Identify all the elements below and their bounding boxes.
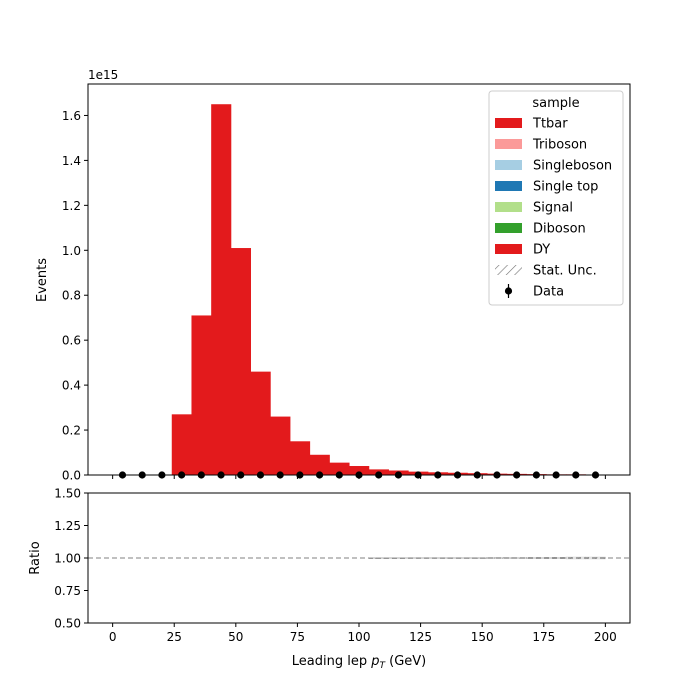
- stack-bars: [171, 104, 606, 476]
- bar-dy-11: [329, 462, 350, 475]
- x-tick-label: 0: [109, 630, 117, 644]
- ratio-y-tick-label: 1.00: [54, 552, 81, 566]
- stat-unc-segment: [526, 557, 547, 559]
- y-axis-label: Events: [35, 258, 50, 302]
- main-axes-frame: [87, 83, 631, 476]
- legend-label: Stat. Unc.: [533, 264, 597, 279]
- legend-label: Signal: [533, 201, 573, 216]
- ratio-y-axis-label: Ratio: [28, 541, 43, 574]
- legend-swatch: [495, 202, 522, 212]
- bar-dy-10: [309, 454, 330, 475]
- legend-box: [488, 90, 624, 306]
- x-tick-label: 25: [167, 630, 182, 644]
- stat-unc-segment: [368, 557, 389, 559]
- stat-unc-segment: [388, 557, 409, 559]
- legend-entry-single-top: Single top: [495, 180, 598, 195]
- legend-entry-data: Data: [504, 284, 564, 300]
- y-tick-label: 1.4: [62, 154, 81, 168]
- x-axis-label: Leading lep pT (GeV): [292, 654, 426, 671]
- legend-swatch: [495, 181, 522, 191]
- stat-unc-segment: [506, 557, 527, 559]
- x-tick-label: 150: [471, 630, 494, 644]
- y-tick-label: 0.0: [62, 469, 81, 483]
- y-tick-label: 1.0: [62, 244, 81, 258]
- stat-unc-segment: [467, 557, 488, 559]
- legend-label: Data: [533, 285, 564, 300]
- stat-unc-segment: [427, 557, 448, 559]
- ratio-y-tick-label: 1.50: [54, 487, 81, 501]
- y-tick-label: 0.4: [62, 379, 81, 393]
- bar-dy-6: [230, 248, 251, 475]
- legend-label: Ttbar: [532, 117, 568, 132]
- y-axis-ticks: 0.0 0.2 0.4 0.6 0.8 1.0 1.2 1.4 1.6: [62, 109, 88, 483]
- legend-marker: [504, 287, 513, 295]
- offset-text: 1e15: [88, 68, 118, 82]
- legend-entry-ttbar: Ttbar: [495, 117, 568, 132]
- x-tick-label: 175: [532, 630, 555, 644]
- stat-unc-segment: [486, 557, 508, 559]
- legend-swatch: [495, 118, 522, 128]
- ratio-y-tick-label: 0.75: [54, 584, 81, 598]
- legend-label: DY: [533, 243, 550, 258]
- stat-unc-segment: [546, 557, 567, 559]
- legend-entry-singleboson: Singleboson: [495, 159, 612, 174]
- ratio-y-tick-label: 1.25: [54, 519, 81, 533]
- legend-entry-stat-unc-: Stat. Unc.: [495, 264, 597, 279]
- ratio-axes-frame: [87, 492, 631, 624]
- legend-entry-triboson: Triboson: [495, 138, 587, 153]
- legend-title: sample: [532, 96, 579, 111]
- ratio-panel: 0.50 0.75 1.00 1.25 1.50 0 25 50 75 100 125 150 175…: [28, 487, 631, 671]
- bar-dy-12: [349, 466, 370, 475]
- y-tick-label: 1.6: [62, 109, 81, 123]
- stat-unc-segment: [447, 557, 468, 559]
- bar-dy-5: [211, 104, 232, 476]
- y-tick-label: 0.2: [62, 424, 81, 438]
- legend-swatch: [495, 223, 522, 233]
- stat-unc-segment: [585, 556, 606, 560]
- bar-dy-3: [171, 414, 192, 475]
- x-tick-label: 50: [228, 630, 243, 644]
- bar-dy-8: [270, 416, 291, 475]
- ratio-y-tick-label: 0.50: [54, 617, 81, 631]
- stat-unc-segment: [408, 557, 429, 559]
- bar-dy-9: [290, 441, 311, 475]
- x-axis-ticks: 0 25 50 75 100 125 150 175 200: [109, 623, 617, 644]
- x-tick-label: 75: [290, 630, 305, 644]
- legend-label: Diboson: [533, 222, 586, 237]
- legend-hatch: [495, 265, 522, 275]
- x-tick-label: 125: [409, 630, 432, 644]
- legend-label: Single top: [533, 180, 598, 195]
- legend-label: Singleboson: [533, 159, 612, 174]
- legend-swatch: [495, 160, 522, 170]
- legend-entry-diboson: Diboson: [495, 222, 586, 237]
- legend: sample Ttbar Triboson Singleboson Single to…: [488, 90, 624, 306]
- main-panel: 0.00.20.40.60.81.01.21.41.6 1e15 Events …: [35, 68, 631, 483]
- y-tick-label: 0.8: [62, 289, 81, 303]
- legend-entry-signal: Signal: [495, 201, 573, 216]
- y-tick-label: 0.6: [62, 334, 81, 348]
- legend-entries: Ttbar Triboson Singleboson Single top Signal…: [495, 117, 612, 300]
- legend-entry-dy: DY: [495, 243, 550, 258]
- bar-dy-4: [191, 315, 212, 475]
- legend-label: Triboson: [532, 138, 587, 153]
- legend-swatch: [495, 244, 522, 254]
- y-tick-label: 1.2: [62, 199, 81, 213]
- x-axis-ticks-top: [112, 475, 606, 479]
- bar-dy-7: [250, 371, 271, 475]
- ratio-y-axis-ticks: 0.50 0.75 1.00 1.25 1.50: [54, 487, 88, 631]
- stat-unc-segment: [565, 556, 586, 560]
- stat-unc-band: [368, 556, 606, 560]
- x-tick-label: 100: [348, 630, 371, 644]
- x-tick-label: 200: [594, 630, 617, 644]
- legend-swatch: [495, 139, 522, 149]
